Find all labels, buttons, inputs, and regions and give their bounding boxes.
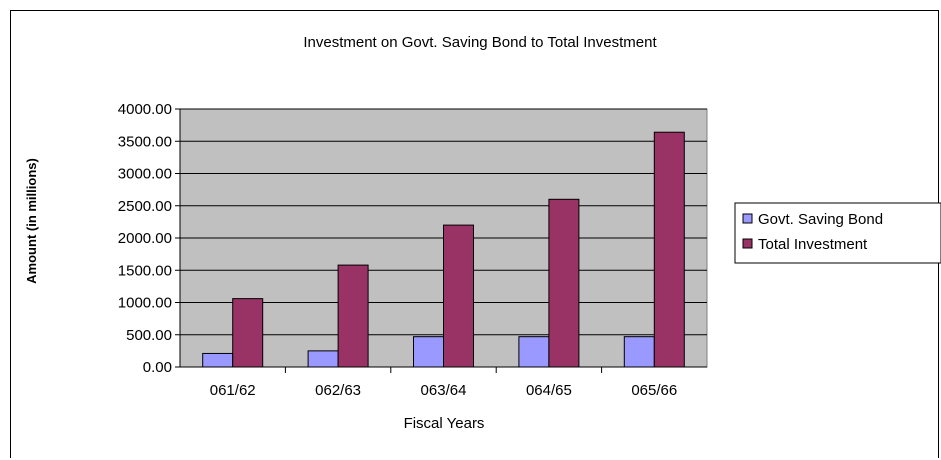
bar-govt-saving-bond [518,336,550,368]
legend-swatch [742,238,753,249]
bar-govt-saving-bond [413,336,444,368]
chart-title: Investment on Govt. Saving Bond to Total… [303,34,657,51]
x-axis-label: Fiscal Years [404,415,485,432]
x-tick-label: 064/65 [526,382,572,399]
x-tick-label: 061/62 [210,382,256,399]
x-tick-label: 065/66 [631,382,677,399]
y-tick-label: 2500.00 [118,198,172,215]
y-tick-label: 1000.00 [118,295,172,312]
legend-swatch [742,213,753,224]
bar-total-investment [443,224,474,368]
x-tick-labels: 061/62 062/63 063/64 064/65 065/66 [210,367,677,399]
bar-total-investment [548,198,580,368]
bar-govt-saving-bond [623,336,655,368]
legend-box [734,202,941,264]
y-tick-label: 3500.00 [118,133,172,150]
bar-total-investment [337,264,369,368]
bar-govt-saving-bond [202,352,234,368]
bar-total-investment [653,131,685,368]
x-tick-label: 063/64 [421,382,467,399]
y-tick-label: 0.00 [143,359,172,376]
y-tick-label: 1500.00 [118,262,172,279]
legend-label: Govt. Saving Bond [758,211,883,228]
y-tick-label: 4000.00 [118,101,172,118]
y-tick-label: 500.00 [126,327,172,344]
y-tick-label: 2000.00 [118,230,172,247]
legend: Govt. Saving Bond Total Investment [742,211,883,253]
y-axis-label: Amount (in millions) [24,158,39,284]
bars [202,131,685,368]
bar-total-investment [232,298,264,368]
legend-label: Total Investment [758,236,868,253]
bar-govt-saving-bond [307,350,339,368]
y-tick-label: 3000.00 [118,166,172,183]
y-tick-labels: 0.00 500.00 1000.00 1500.00 2000.00 2500.00 30… [118,101,172,376]
x-tick-label: 062/63 [315,382,361,399]
